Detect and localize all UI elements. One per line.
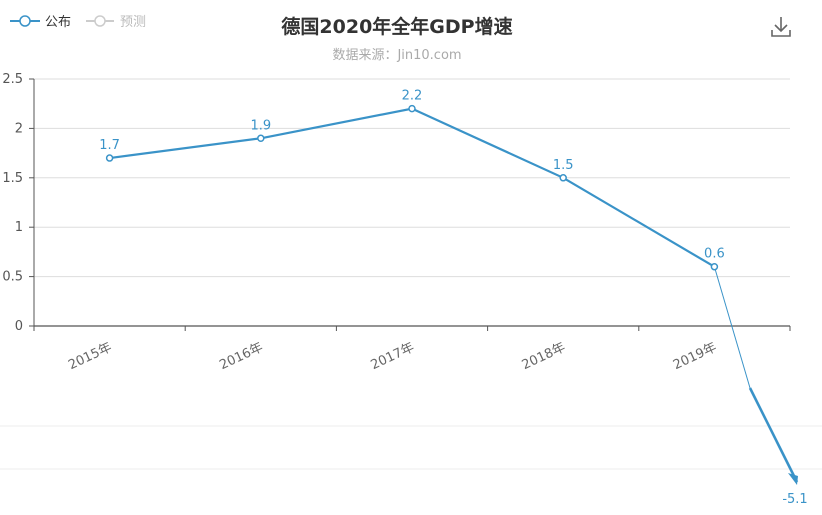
- x-tick-label: 2018年: [520, 340, 568, 373]
- chart-subtitle: 数据来源：Jin10.com: [332, 48, 461, 63]
- series-line-published: [109, 107, 715, 268]
- y-tick-label: 0: [15, 319, 23, 334]
- legend-item-forecast[interactable]: 预测: [86, 15, 146, 30]
- data-label: 1.7: [99, 138, 120, 153]
- data-label: 1.5: [553, 158, 574, 173]
- data-point[interactable]: [559, 174, 567, 182]
- y-tick-label: 1: [15, 220, 23, 235]
- y-tick-label: 1.5: [2, 171, 23, 186]
- legend-item-published[interactable]: 公布: [10, 15, 71, 30]
- data-label: 2.2: [402, 89, 423, 104]
- y-tick-label: 2: [15, 121, 23, 136]
- grid: [34, 78, 790, 278]
- legend-label-published: 公布: [45, 15, 71, 30]
- x-tick-label: 2016年: [217, 340, 265, 373]
- forecast-arrow-icon: [788, 473, 798, 485]
- y-tick-label: 0.5: [2, 270, 23, 285]
- data-point[interactable]: [105, 154, 114, 162]
- axes: 0 0.5 1 1.5 2 2.5 2015年 2016年 2017年 2018年 2019年: [2, 72, 791, 373]
- download-icon[interactable]: [771, 17, 791, 37]
- y-tick-label: 2.5: [2, 72, 23, 87]
- data-label: 0.6: [704, 247, 725, 262]
- labels: -5.1 1.7 1.9 2.2 1.5 0.6: [99, 89, 807, 507]
- legend: 公布 预测: [10, 15, 146, 30]
- x-tick-label: 2017年: [369, 340, 417, 373]
- data-point[interactable]: [408, 104, 416, 113]
- data-point[interactable]: [257, 134, 265, 143]
- chart-title: 德国2020年全年GDP增速: [281, 15, 512, 38]
- x-tick-label: 2019年: [671, 340, 719, 373]
- x-tick-label: 2015年: [66, 340, 114, 373]
- legend-label-forecast: 预测: [120, 15, 146, 30]
- data-point[interactable]: [710, 262, 719, 271]
- legend-marker-icon: [19, 15, 31, 27]
- data-label: 1.9: [250, 118, 271, 133]
- series: [105, 104, 799, 485]
- forecast-data-label: -5.1: [782, 492, 807, 507]
- forecast-line: [748, 387, 799, 483]
- legend-marker-icon: [94, 15, 106, 27]
- forecast-line-thin: [713, 266, 751, 389]
